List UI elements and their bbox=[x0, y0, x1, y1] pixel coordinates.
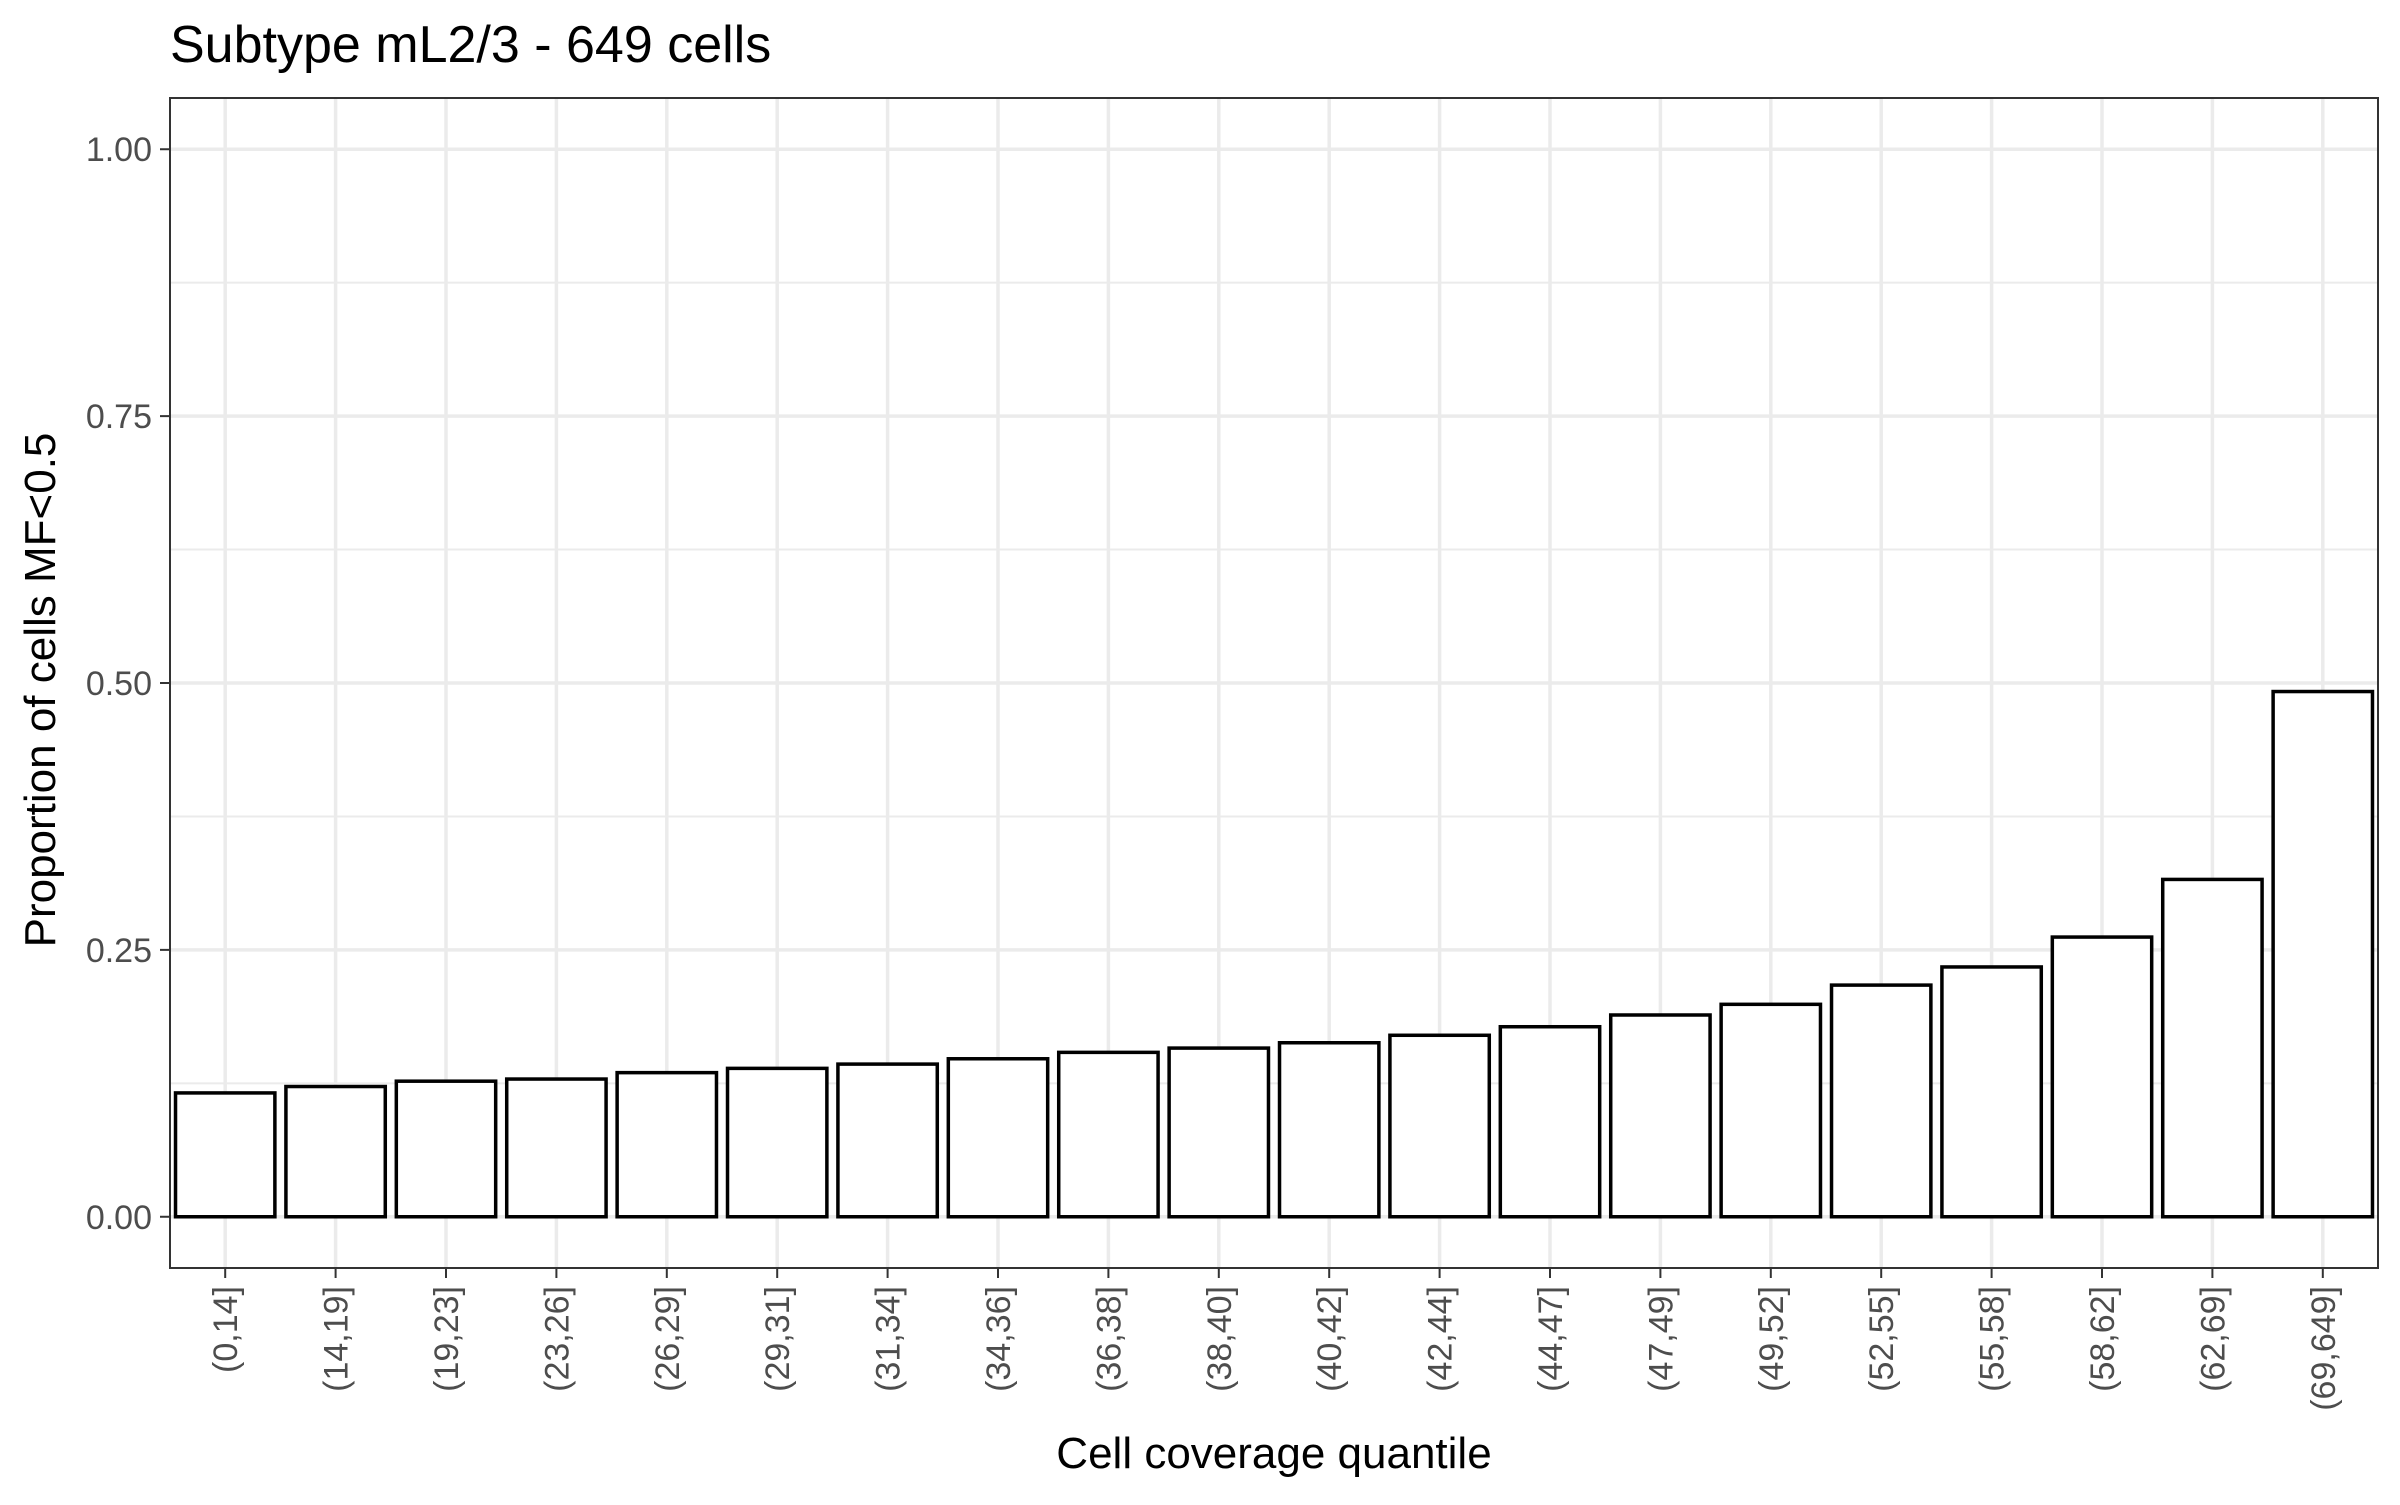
x-tick-label: (44,47] bbox=[1532, 1286, 1570, 1392]
bar-12 bbox=[1388, 1033, 1492, 1219]
x-tick-label: (58,62] bbox=[2084, 1286, 2122, 1392]
x-tick-label: (47,49] bbox=[1642, 1286, 1680, 1392]
x-tick-label: (52,55] bbox=[1863, 1286, 1901, 1392]
x-tick-label: (34,36] bbox=[980, 1286, 1018, 1392]
x-tick-label: (14,19] bbox=[318, 1286, 356, 1392]
bar-13 bbox=[1498, 1024, 1602, 1219]
y-tick-label: 0.75 bbox=[86, 398, 152, 436]
bar-3 bbox=[394, 1079, 498, 1219]
y-axis-title: Proportion of cells MF<0.5 bbox=[16, 433, 65, 948]
bar-7 bbox=[836, 1062, 940, 1219]
x-tick-label: (49,52] bbox=[1753, 1286, 1791, 1392]
x-tick-label: (26,29] bbox=[649, 1286, 687, 1392]
bar-18 bbox=[2050, 935, 2154, 1219]
y-tick-label: 0.50 bbox=[86, 665, 152, 703]
bar-17 bbox=[1940, 965, 2044, 1219]
bar-4 bbox=[504, 1077, 608, 1219]
bar-2 bbox=[284, 1084, 388, 1219]
y-tick-label: 0.00 bbox=[86, 1199, 152, 1237]
bar-10 bbox=[1167, 1046, 1271, 1219]
x-tick-label: (0,14] bbox=[207, 1286, 245, 1373]
bar-9 bbox=[1056, 1050, 1160, 1219]
x-tick-label: (19,23] bbox=[428, 1286, 466, 1392]
x-tick-label: (23,26] bbox=[538, 1286, 576, 1392]
chart-title: Subtype mL2/3 - 649 cells bbox=[170, 16, 771, 74]
x-tick-label: (40,42] bbox=[1311, 1286, 1349, 1392]
bar-8 bbox=[946, 1057, 1050, 1219]
x-tick-label: (29,31] bbox=[759, 1286, 797, 1392]
bar-16 bbox=[1829, 983, 1933, 1219]
y-tick-label: 0.25 bbox=[86, 932, 152, 970]
bar-6 bbox=[725, 1066, 829, 1219]
x-tick-label: (62,69] bbox=[2194, 1286, 2232, 1392]
bar-14 bbox=[1608, 1013, 1712, 1219]
plot-area: 0.00 0.25 0.50 0.75 1.00 (0,14] (14,19] (19,23]… bbox=[86, 97, 2379, 1411]
bar-11 bbox=[1277, 1041, 1381, 1219]
x-tick-label: (55,58] bbox=[1974, 1286, 2012, 1392]
x-tick-label: (31,34] bbox=[870, 1286, 908, 1392]
x-tick-label: (38,40] bbox=[1201, 1286, 1239, 1392]
x-axis-title: Cell coverage quantile bbox=[1056, 1429, 1491, 1478]
x-tick-label: (42,44] bbox=[1422, 1286, 1460, 1392]
bar-5 bbox=[615, 1070, 719, 1219]
y-tick-label: 1.00 bbox=[86, 131, 152, 169]
bar-19 bbox=[2160, 877, 2264, 1219]
bar-20 bbox=[2271, 689, 2375, 1219]
x-tick-label: (36,38] bbox=[1090, 1286, 1128, 1392]
bar-1 bbox=[173, 1091, 277, 1219]
x-tick-label: (69,649] bbox=[2305, 1286, 2343, 1411]
bar-15 bbox=[1719, 1002, 1823, 1219]
